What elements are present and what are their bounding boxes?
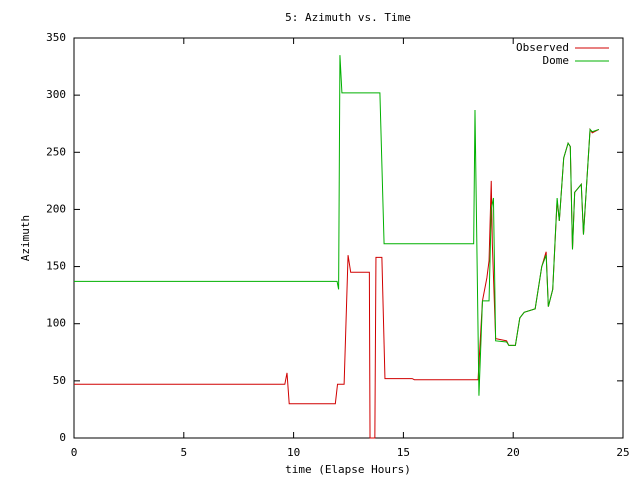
chart-title: 5: Azimuth vs. Time bbox=[285, 11, 411, 24]
y-tick-label: 0 bbox=[59, 431, 66, 444]
y-tick-label: 50 bbox=[53, 374, 66, 387]
y-tick-label: 250 bbox=[46, 145, 66, 158]
x-tick-label: 5 bbox=[180, 446, 187, 459]
y-tick-label: 200 bbox=[46, 202, 66, 215]
x-axis-label: time (Elapse Hours) bbox=[285, 463, 411, 476]
y-axis-label: Azimuth bbox=[19, 215, 32, 261]
y-tick-label: 350 bbox=[46, 31, 66, 44]
data-line bbox=[74, 55, 600, 396]
x-tick-label: 20 bbox=[507, 446, 520, 459]
y-tick-label: 150 bbox=[46, 260, 66, 273]
y-tick-label: 100 bbox=[46, 317, 66, 330]
plot-frame bbox=[73, 37, 624, 439]
legend-label: Dome bbox=[543, 54, 570, 67]
x-tick-label: 10 bbox=[287, 446, 300, 459]
legend-label: Observed bbox=[516, 41, 569, 54]
x-tick-label: 25 bbox=[616, 446, 629, 459]
x-tick-label: 15 bbox=[397, 446, 410, 459]
y-tick-label: 300 bbox=[46, 88, 66, 101]
x-tick-label: 0 bbox=[71, 446, 78, 459]
